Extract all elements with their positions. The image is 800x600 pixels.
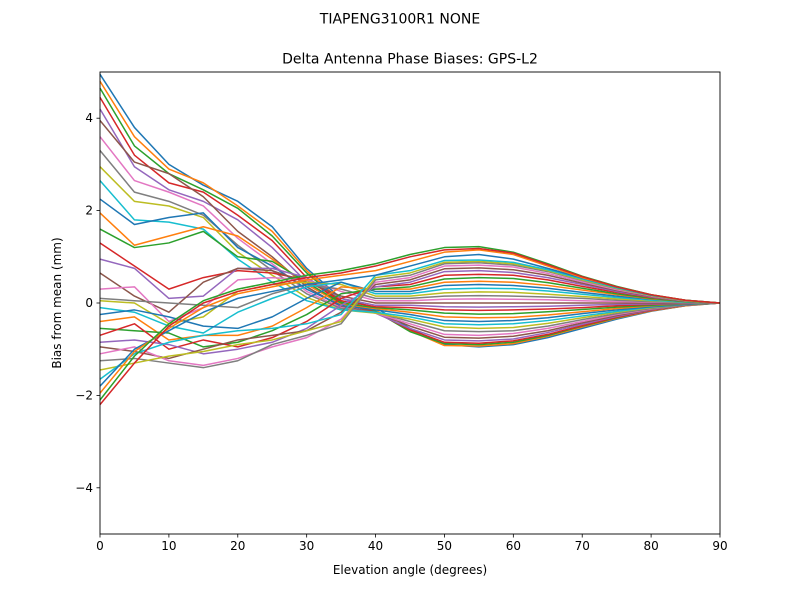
series-line [99, 258, 721, 308]
series-line [99, 267, 721, 360]
x-axis-label: Elevation angle (degrees) [333, 563, 487, 577]
series-line [99, 267, 720, 313]
series-line [99, 242, 721, 312]
y-axis-ticks: −4 −2 0 2 4 [75, 111, 100, 495]
series-line [99, 281, 721, 330]
x-tick-label: 70 [575, 539, 590, 553]
x-tick-label: 60 [506, 539, 521, 553]
series-line [99, 212, 721, 319]
x-tick-label: 20 [230, 539, 245, 553]
y-tick-label: 0 [85, 296, 93, 310]
series-line [99, 281, 721, 325]
x-tick-label: 40 [368, 539, 383, 553]
series-line [99, 166, 721, 330]
series-line [99, 281, 721, 334]
x-tick-label: 30 [299, 539, 314, 553]
series-line [99, 283, 721, 309]
series-line [99, 136, 721, 337]
series-line [99, 276, 721, 348]
chart-title: Delta Antenna Phase Biases: GPS-L2 [282, 52, 538, 68]
series-line [99, 120, 721, 339]
plot-frame [99, 71, 721, 535]
series-line [99, 108, 721, 342]
x-tick-label: 90 [712, 539, 727, 553]
series-line [99, 180, 721, 326]
series-line [99, 273, 721, 350]
series-line [99, 247, 721, 406]
x-tick-label: 50 [437, 539, 452, 553]
series-line [99, 264, 721, 367]
series-line [99, 97, 721, 344]
y-axis-label: Bias from mean (mm) [50, 237, 64, 368]
series-group [99, 73, 721, 406]
x-axis-ticks: 0 10 20 30 40 50 60 70 80 90 [96, 534, 728, 553]
series-line [99, 198, 721, 323]
x-tick-label: 80 [643, 539, 658, 553]
x-tick-label: 10 [161, 539, 176, 553]
y-tick-label: 4 [85, 111, 93, 125]
series-line [99, 228, 721, 315]
x-tick-label: 0 [96, 539, 104, 553]
figure-suptitle: TIAPENG3100R1 NONE [319, 12, 480, 28]
y-tick-label: 2 [85, 204, 93, 218]
y-tick-label: −2 [75, 388, 93, 402]
series-line [99, 150, 721, 333]
series-line [99, 269, 721, 355]
y-tick-label: −4 [75, 481, 93, 495]
